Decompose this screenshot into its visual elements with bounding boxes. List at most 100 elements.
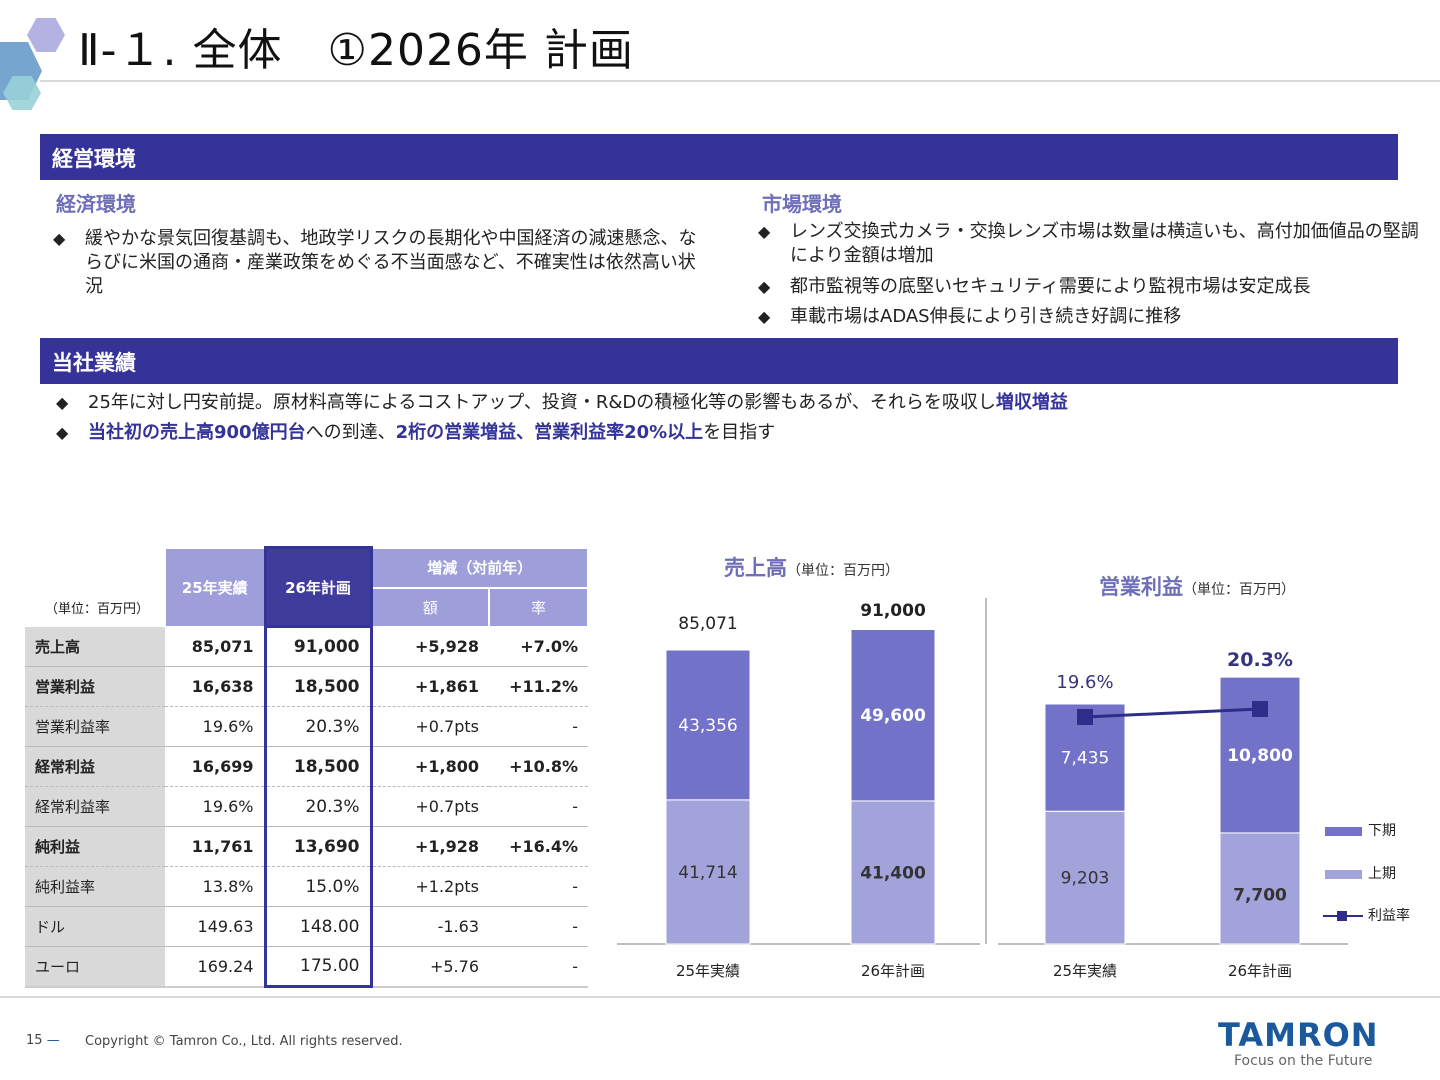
company-bullet: ◆ 当社初の売上高900億円台への到達、2桁の営業増益、営業利益率20%以上を目指… bbox=[56, 422, 776, 443]
col-header-25: 25年実績 bbox=[164, 546, 266, 628]
diamond-icon: ◆ bbox=[758, 277, 771, 296]
data-label: 43,356 bbox=[678, 716, 737, 736]
tagline: Focus on the Future bbox=[1234, 1053, 1373, 1069]
market-bullet: ◆ 車載市場はADAS伸長により引き続き好調に推移 bbox=[758, 306, 1182, 327]
table-row: 営業利益 16,638 18,500 +1,861 +11.2% bbox=[25, 666, 588, 707]
company-bullet: ◆ 25年に対し円安前提。原材料高等によるコストアップ、投資・R&Dの積極化等の影… bbox=[56, 392, 1068, 413]
cell-v25: 85,071 bbox=[191, 637, 254, 657]
bar-下期 bbox=[850, 629, 936, 802]
table-row: ドル 149.63 148.00 -1.63- bbox=[25, 906, 588, 947]
page-title: Ⅱ-１. 全体 ①2026年 計画 bbox=[78, 25, 634, 76]
cell-v25: 19.6% bbox=[165, 706, 265, 747]
bar-下期 bbox=[665, 649, 751, 801]
diamond-icon: ◆ bbox=[758, 307, 771, 326]
cell-diff: +5.76 bbox=[371, 946, 489, 988]
col-header-26: 26年計画 bbox=[263, 546, 373, 628]
copyright: Copyright © Tamron Co., Ltd. All rights … bbox=[85, 1034, 403, 1049]
economy-bullet: ◆ 緩やかな景気回復基調も、地政学リスクの長期化や中国経済の減速懸念、ならびに米国… bbox=[53, 228, 697, 297]
market-bullet: ◆ レンズ交換式カメラ・交換レンズ市場は数量は横這いも、高付加価値品の堅調により金… bbox=[758, 221, 1419, 266]
cell-rate: - bbox=[489, 866, 588, 907]
table-row: 経常利益 16,699 18,500 +1,800 +10.8% bbox=[25, 746, 588, 787]
op-profit-chart-title: 営業利益（単位：百万円） bbox=[1099, 575, 1295, 599]
market-bullet: ◆ 都市監視等の底堅いセキュリティ需要により監視市場は安定成長 bbox=[758, 276, 1311, 297]
sales-chart-title: 売上高（単位：百万円） bbox=[724, 556, 899, 580]
cell-diff: +0.7pts bbox=[371, 706, 489, 747]
cell-v25: 11,761 bbox=[165, 826, 265, 867]
table-row: 純利益 11,761 13,690 +1,928 +16.4% bbox=[25, 826, 588, 867]
cell-v26: 20.3% bbox=[263, 706, 373, 747]
charts: 41,714 43,356 25年実績 85,071 41,400 49,600 26年計画… bbox=[0, 598, 1440, 998]
legend-label: 利益率 bbox=[1368, 907, 1410, 924]
cell-v26: 175.00 bbox=[263, 946, 373, 988]
cell-label: 営業利益率 bbox=[25, 706, 165, 747]
cell-v25: 16,699 bbox=[165, 746, 265, 787]
col-header-diff: 増減（対前年） bbox=[370, 546, 589, 589]
cell-label: 経常利益 bbox=[25, 746, 165, 787]
margin-marker bbox=[1077, 709, 1093, 725]
section-banner-company: 当社業績 bbox=[40, 338, 1398, 384]
cell-diff: +1.2pts bbox=[371, 866, 489, 907]
cell-rate: +11.2% bbox=[489, 666, 588, 707]
diamond-icon: ◆ bbox=[758, 222, 771, 241]
table-row: ユーロ 169.24 175.00 +5.76- bbox=[25, 946, 588, 988]
cell-rate: +16.4% bbox=[489, 826, 588, 867]
table-row: 純利益率 13.8% 15.0% +1.2pts - bbox=[25, 866, 588, 907]
table-row: 経常利益率 19.6% 20.3% +0.7pts - bbox=[25, 786, 588, 827]
data-label: 49,600 bbox=[860, 706, 926, 726]
results-table: （単位：百万円） 25年実績 26年計画 増減（対前年） 額率 売上高 85,07… bbox=[25, 546, 589, 988]
diamond-icon: ◆ bbox=[53, 229, 66, 248]
cell-label: ユーロ bbox=[25, 946, 165, 988]
cell-v26: 148.00 bbox=[263, 906, 373, 947]
cell-rate: +10.8% bbox=[489, 746, 588, 787]
data-label: 41,714 bbox=[678, 863, 737, 883]
category-label: 26年計画 bbox=[1228, 962, 1292, 980]
table-row: 営業利益率 19.6% 20.3% +0.7pts - bbox=[25, 706, 588, 747]
cell-diff: +0.7pts bbox=[371, 786, 489, 827]
cell-v26: 13,690 bbox=[263, 826, 373, 867]
cell-v25: 19.6% bbox=[165, 786, 265, 827]
cell-label: ドル bbox=[25, 906, 165, 947]
tamron-logo: TAMRON bbox=[1218, 1016, 1379, 1054]
data-label: 7,700 bbox=[1233, 885, 1287, 905]
market-heading: 市場環境 bbox=[762, 192, 842, 216]
cell-v26: 18,500 bbox=[263, 666, 373, 707]
total-label: 91,000 bbox=[860, 601, 926, 621]
data-label: 41,400 bbox=[860, 863, 926, 883]
bar-上期 bbox=[665, 799, 751, 945]
col-header-rate: 率 bbox=[488, 586, 589, 628]
cell-v25: 13.8% bbox=[165, 866, 265, 907]
cell-v26: 15.0% bbox=[263, 866, 373, 907]
col-header-amount: 額 bbox=[370, 586, 490, 628]
cell-v26: 18,500 bbox=[263, 746, 373, 787]
cell-v25: 16,638 bbox=[165, 666, 265, 707]
cell-diff: +1,928 bbox=[371, 826, 489, 867]
cell-rate: - bbox=[489, 786, 588, 827]
cell-label: 経常利益率 bbox=[25, 786, 165, 827]
margin-label: 20.3% bbox=[1227, 649, 1293, 671]
table-row: 売上高 85,071 91,000 +5,928 +7.0% bbox=[25, 626, 588, 667]
cell-label: 売上高 bbox=[25, 626, 165, 667]
cell-rate: - bbox=[489, 906, 588, 947]
legend-swatch-下期 bbox=[1325, 827, 1362, 836]
category-label: 26年計画 bbox=[861, 962, 925, 980]
cell-v26: 20.3% bbox=[263, 786, 373, 827]
page-number: 15 — bbox=[26, 1033, 60, 1048]
legend-swatch-上期 bbox=[1325, 870, 1362, 879]
data-label: 10,800 bbox=[1227, 746, 1293, 766]
margin-line bbox=[1084, 707, 1261, 719]
diamond-icon: ◆ bbox=[56, 423, 69, 442]
data-label: 7,435 bbox=[1061, 749, 1110, 769]
cell-rate: - bbox=[489, 706, 588, 747]
cell-rate: - bbox=[489, 946, 588, 988]
legend-label: 下期 bbox=[1368, 823, 1396, 839]
cell-label: 純利益率 bbox=[25, 866, 165, 907]
cell-diff: +5,928 bbox=[414, 637, 479, 657]
cell-diff: -1.63 bbox=[371, 906, 489, 947]
cell-label: 純利益 bbox=[25, 826, 165, 867]
table-unit: （単位：百万円） bbox=[25, 547, 165, 627]
title-divider bbox=[40, 80, 1440, 82]
cell-rate: +7.0% bbox=[520, 637, 578, 657]
economy-heading: 経済環境 bbox=[56, 192, 136, 216]
legend-marker bbox=[1337, 911, 1347, 921]
cell-diff: +1,861 bbox=[371, 666, 489, 707]
